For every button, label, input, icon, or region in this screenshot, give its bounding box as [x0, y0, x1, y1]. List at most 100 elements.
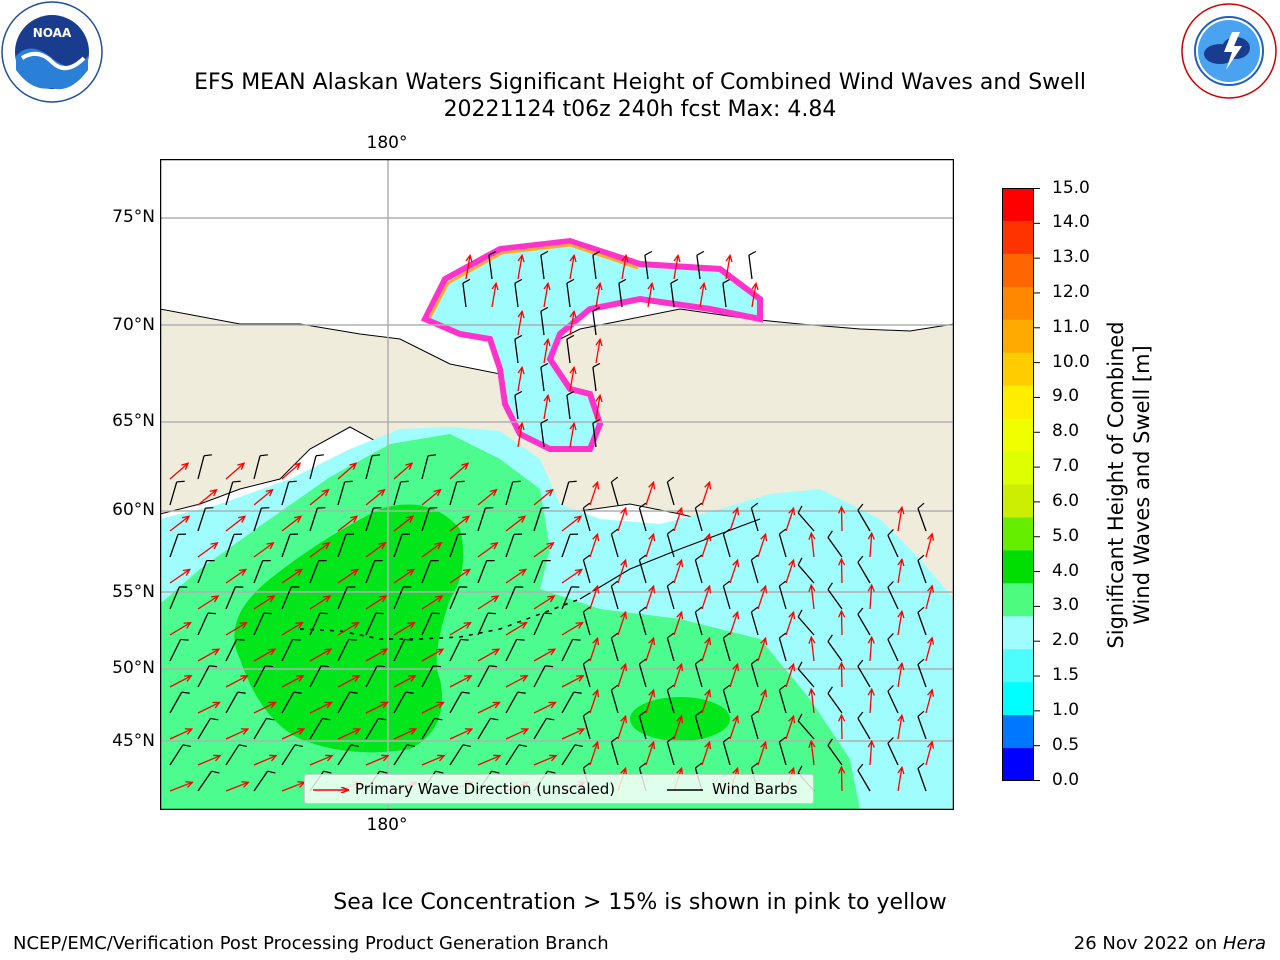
wind-barb-flag [592, 250, 601, 256]
wind-barb [514, 339, 519, 364]
wind-barb-flag [857, 763, 864, 771]
noaa-logo-icon: NOAA [1, 1, 103, 103]
wave-direction-arrowhead [237, 515, 247, 523]
wind-barb-flag [583, 502, 591, 509]
wind-barb [365, 665, 378, 688]
wind-barb [514, 283, 519, 308]
wave-direction-arrowhead [927, 532, 935, 541]
wind-barb [561, 534, 571, 558]
wind-barb [778, 637, 787, 662]
wave-direction-arrow [897, 611, 903, 636]
wind-barb [540, 311, 545, 336]
wind-barb [393, 534, 403, 558]
wave-direction-arrowhead [379, 648, 389, 656]
wave-direction-arrowhead [379, 595, 388, 603]
wind-barb-flag [618, 278, 627, 284]
wind-barb [722, 689, 731, 714]
wave-direction-arrowhead [760, 688, 768, 698]
wind-barb-flag [540, 362, 549, 368]
wind-barb-flag [371, 454, 381, 457]
wind-barb [309, 612, 321, 636]
wind-barb [618, 283, 623, 308]
wind-barb [505, 744, 520, 766]
wind-barb [750, 559, 759, 584]
wave-direction-arrow [449, 622, 471, 636]
wave-direction-arrowhead [268, 701, 277, 709]
wave-direction-arrowhead [491, 648, 501, 656]
wave-direction-arrow [309, 542, 330, 558]
wind-barb [337, 744, 352, 766]
wave-direction-arrow [421, 489, 441, 506]
wave-direction-arrow [253, 755, 277, 766]
wave-direction-arrowhead [732, 506, 740, 516]
wave-direction-arrow [645, 638, 655, 662]
wind-barb [197, 718, 211, 740]
wave-direction-arrowhead [704, 636, 712, 646]
wave-direction-arrow [569, 311, 575, 336]
wind-barb-flag [751, 658, 759, 665]
wind-barb [505, 586, 516, 610]
wind-barb-flag [209, 665, 218, 668]
wave-direction-arrowhead [620, 714, 628, 724]
wind-barb-flag [236, 638, 245, 641]
wave-direction-arrowhead [788, 662, 796, 672]
wave-direction-arrowhead [543, 337, 551, 347]
wave-direction-arrow [169, 515, 190, 532]
wave-direction-arrowhead [490, 541, 499, 550]
wave-direction-arrowhead [927, 636, 935, 645]
wave-direction-arrow [309, 701, 332, 714]
wave-direction-arrow [281, 568, 303, 584]
wave-direction-arrowhead [595, 281, 603, 291]
wave-direction-arrowhead [543, 393, 551, 403]
wave-direction-arrow [897, 715, 903, 740]
wind-barb [610, 637, 619, 662]
wind-barb-flag [349, 691, 358, 694]
wind-barb [582, 507, 591, 532]
wave-direction-arrow [925, 741, 933, 766]
wave-direction-arrow [840, 610, 843, 636]
wind-barb-flag [611, 736, 619, 743]
wind-barb [309, 560, 320, 584]
wave-direction-arrow [673, 664, 683, 688]
wind-barb-flag [514, 278, 523, 284]
wind-barb [592, 423, 597, 448]
wave-direction-arrowhead [349, 462, 358, 470]
wind-barb [694, 611, 703, 636]
wind-barb-flag [181, 691, 190, 694]
wave-direction-arrowhead [592, 636, 600, 646]
wind-barb-flag [887, 685, 894, 692]
wave-direction-arrow [869, 533, 873, 558]
wave-direction-arrowhead [808, 583, 816, 592]
wind-barb [857, 769, 871, 792]
wave-direction-arrow [810, 741, 815, 766]
wind-barb [337, 586, 348, 610]
wind-barb-flag [917, 502, 925, 509]
nws-logo-icon [1181, 3, 1277, 99]
wave-direction-arrow [337, 675, 360, 688]
wind-barb-flag [322, 717, 331, 721]
chart-subtitle: 20221124 t06z 240h fcst Max: 4.84 [443, 97, 837, 122]
wind-barb-flag [827, 582, 833, 590]
colorbar-title-line1: Significant Height of Combined [1104, 321, 1128, 649]
wind-barb [750, 715, 759, 740]
wave-direction-arrow [897, 507, 903, 532]
wind-barb-flag [405, 691, 414, 694]
colorbar-tick-label: 4.0 [1052, 560, 1080, 581]
wind-barb [778, 689, 787, 714]
wind-barb-flag [573, 691, 582, 694]
wind-barb [827, 537, 843, 558]
wave-direction-arrowhead [620, 558, 628, 568]
wave-direction-arrow [169, 781, 193, 792]
wind-barb-flag [887, 581, 894, 588]
wind-barb [610, 481, 619, 506]
wave-direction-arrowhead [621, 253, 629, 263]
wave-direction-arrow [393, 728, 417, 740]
wind-barb [477, 665, 490, 688]
wave-direction-arrow [517, 367, 523, 392]
wind-barb-flag [572, 638, 581, 641]
wind-barb [393, 744, 408, 766]
wind-barb-flag [917, 710, 925, 717]
wave-direction-arrow [533, 701, 556, 714]
wave-direction-arrowhead [241, 781, 250, 788]
wind-barb-flag [695, 762, 703, 769]
